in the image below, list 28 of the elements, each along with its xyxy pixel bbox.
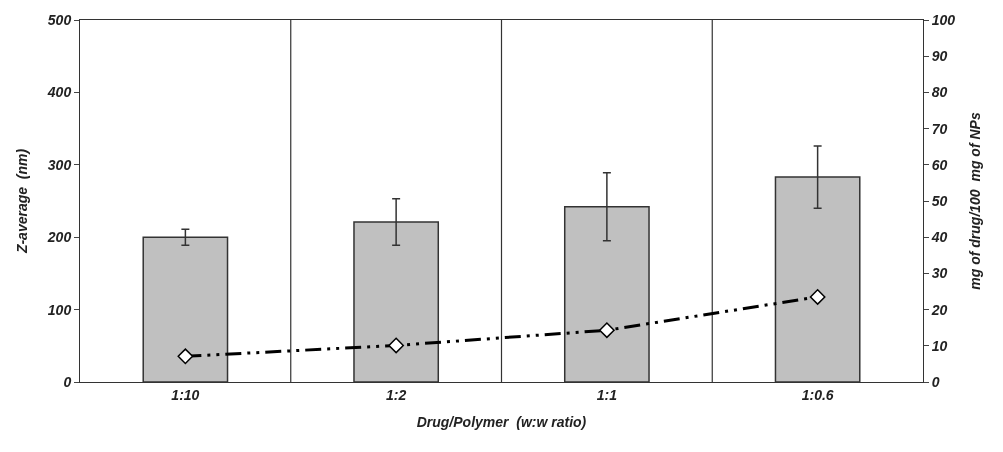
y2-axis-title: mg of drug/100 mg of NPs: [966, 112, 983, 290]
y-tick-label: 0: [63, 373, 72, 390]
y2-tick-label: 0: [931, 373, 940, 390]
x-tick-label: 1:1: [596, 386, 618, 403]
y2-tick-label: 40: [930, 229, 948, 246]
y-tick-label: 500: [47, 11, 72, 28]
point: [177, 348, 194, 365]
x-tick-label: 1:0.6: [801, 386, 834, 403]
point: [388, 337, 405, 354]
y2-tick-label: 80: [931, 84, 948, 101]
y-tick-label: 200: [46, 229, 72, 246]
y2-tick-label: 90: [931, 48, 948, 65]
y2-tick-label: 100: [931, 11, 956, 28]
y2-tick-label: 30: [931, 265, 948, 282]
y-tick-label: 300: [47, 156, 72, 173]
y2-tick-label: 20: [930, 301, 948, 318]
x-tick-label: 1:10: [171, 386, 200, 403]
y2-tick-label: 60: [931, 156, 948, 173]
y-tick-label: 100: [47, 301, 72, 318]
y2-tick-label: 50: [931, 192, 948, 209]
y2-tick-label: 10: [931, 337, 948, 354]
y2-tick-label: 70: [931, 120, 948, 137]
point: [598, 322, 615, 339]
y-axis-title: Z-average (nm): [14, 148, 31, 255]
x-axis-title: Drug/Polymer (w:w ratio): [416, 414, 587, 431]
point: [809, 289, 826, 305]
y-tick-label: 400: [46, 84, 72, 101]
x-tick-label: 1:2: [386, 386, 407, 403]
